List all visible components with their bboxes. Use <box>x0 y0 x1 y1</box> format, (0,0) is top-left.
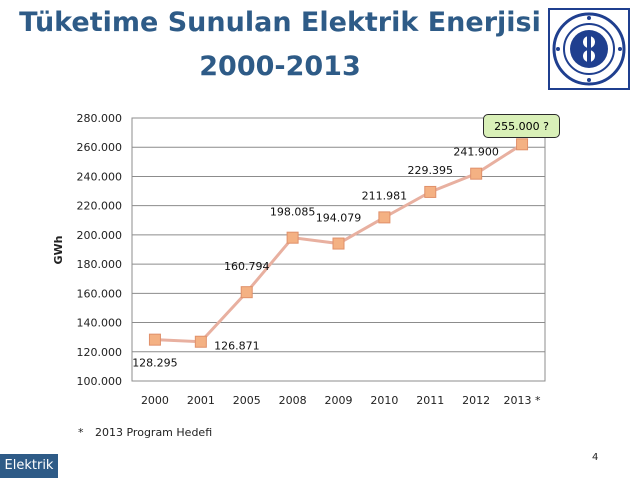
footnote-marker: * <box>78 426 84 439</box>
slide-title-line2: 2000-2013 <box>199 51 361 82</box>
y-tick-label: 240.000 <box>77 170 123 183</box>
data-point <box>378 211 391 224</box>
data-label: 194.079 <box>316 212 362 225</box>
y-tick-label: 200.000 <box>77 229 123 242</box>
data-label: 128.295 <box>132 357 178 370</box>
footnote-text: 2013 Program Hedefi <box>95 426 213 439</box>
data-label: 211.981 <box>362 189 408 202</box>
footnote: * 2013 Program Hedefi <box>78 426 212 439</box>
data-point <box>470 167 483 180</box>
data-label: 241.900 <box>453 146 499 159</box>
data-point <box>194 335 207 348</box>
y-tick-label: 180.000 <box>77 258 123 271</box>
data-label: 126.871 <box>214 340 260 353</box>
y-tick-label: 140.000 <box>77 317 123 330</box>
y-tick-label: 220.000 <box>77 200 123 213</box>
data-point <box>240 286 253 299</box>
x-tick-label: 2009 <box>325 394 353 407</box>
page-number: 4 <box>592 452 599 463</box>
data-point <box>332 237 345 250</box>
data-point <box>148 333 161 346</box>
data-label: 229.395 <box>408 164 454 177</box>
section-tag: Elektrik <box>0 454 58 478</box>
slide-title-line1: Tüketime Sunulan Elektrik Enerjisi <box>19 7 541 38</box>
data-point <box>424 185 437 198</box>
x-tick-label: 2005 <box>233 394 261 407</box>
y-tick-label: 280.000 <box>77 112 123 125</box>
forecast-callout: 255.000 ? <box>483 114 560 138</box>
x-tick-label: 2013 * <box>504 394 541 407</box>
y-axis-label: GWh <box>52 236 65 265</box>
data-label: 198.085 <box>270 206 316 219</box>
x-tick-label: 2001 <box>187 394 215 407</box>
y-tick-label: 260.000 <box>77 141 123 154</box>
x-tick-label: 2000 <box>141 394 169 407</box>
data-point <box>516 138 529 151</box>
x-tick-label: 2010 <box>370 394 398 407</box>
y-tick-label: 120.000 <box>77 346 123 359</box>
x-tick-label: 2008 <box>279 394 307 407</box>
y-tick-label: 100.000 <box>77 375 123 388</box>
tmmob-logo <box>548 8 630 90</box>
x-tick-label: 2012 <box>462 394 490 407</box>
data-point <box>286 231 299 244</box>
y-tick-label: 160.000 <box>77 287 123 300</box>
x-tick-label: 2011 <box>416 394 444 407</box>
data-label: 160.794 <box>224 260 270 273</box>
